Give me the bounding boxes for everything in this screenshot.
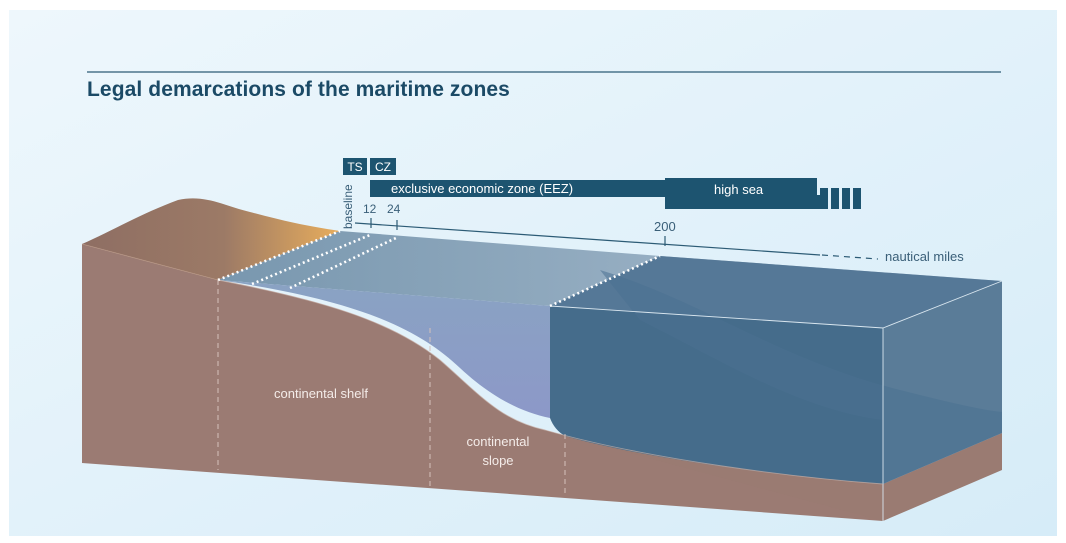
baseline-label: baseline xyxy=(341,184,355,229)
high-sea-bar xyxy=(665,178,817,195)
high-sea-fade-4 xyxy=(853,188,861,209)
eez-label: exclusive economic zone (EEZ) xyxy=(391,181,573,196)
high-sea-bar-lower xyxy=(665,195,820,209)
tick-12: 12 xyxy=(363,202,377,216)
ts-boundary xyxy=(251,233,371,286)
high-sea-fade-3 xyxy=(842,188,850,209)
shallow-water xyxy=(218,280,550,418)
continental-slope-label-line1: continental xyxy=(467,434,530,449)
high-sea-fade-1 xyxy=(820,188,828,209)
axis-unit-label: nautical miles xyxy=(885,249,964,264)
cz-label: CZ xyxy=(375,160,391,174)
continental-shelf-label: continental shelf xyxy=(274,386,368,401)
deep-water-front xyxy=(550,306,883,484)
page-title: Legal demarcations of the maritime zones xyxy=(87,78,510,101)
high-sea-label: high sea xyxy=(714,182,764,197)
axis-line xyxy=(354,222,821,256)
high-sea-fade-2 xyxy=(831,188,839,209)
baseline-boundary xyxy=(217,229,341,282)
seabed-right xyxy=(545,430,1002,521)
cz-bar xyxy=(370,158,396,175)
ts-bar xyxy=(343,158,367,175)
ts-label: TS xyxy=(347,160,362,174)
tick-200: 200 xyxy=(654,219,676,234)
land-top-surface xyxy=(82,198,340,280)
continental-slope-label-line2: slope xyxy=(482,453,513,468)
eez-bar xyxy=(370,180,665,197)
eez-boundary xyxy=(549,254,661,308)
land-front-face xyxy=(82,244,883,521)
tick-24: 24 xyxy=(387,202,401,216)
axis-dashed-extension xyxy=(821,254,879,260)
